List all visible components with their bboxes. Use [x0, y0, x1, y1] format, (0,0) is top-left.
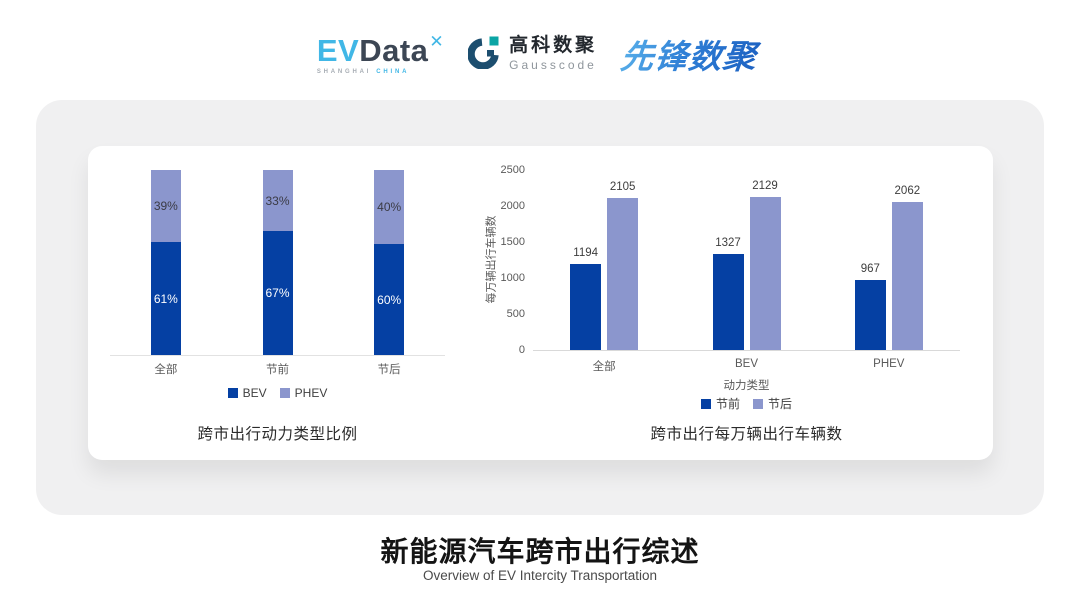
bar-节前 — [712, 254, 744, 350]
evdata-data-text: Data — [359, 33, 429, 68]
y-tick-label: 500 — [506, 308, 525, 320]
category-label: 全部 — [592, 361, 616, 373]
legend-item-BEV: BEV — [227, 386, 267, 400]
y-tick-label: 1500 — [500, 236, 525, 248]
evdata-tagline: SHANGHAI CHINA — [317, 69, 444, 75]
category-label: BEV — [734, 358, 758, 370]
evdata-tagline-china: CHINA — [376, 69, 410, 75]
legend-label: PHEV — [294, 386, 328, 400]
bar-节后 — [891, 202, 923, 350]
bar-节前 — [854, 280, 886, 350]
category-label: 全部 — [154, 364, 178, 376]
gausscode-logo: 高科数聚 Gausscode — [467, 35, 598, 74]
evdata-wordmark: EVData✕ — [317, 33, 444, 66]
phev-bar-segment: 33% — [262, 170, 293, 231]
y-tick-label: 1000 — [500, 272, 525, 284]
y-tick-label: 2000 — [500, 200, 525, 212]
gausscode-text: 高科数聚 Gausscode — [509, 35, 598, 72]
value-label: 2129 — [752, 180, 778, 192]
grouped-chart-legend: 节前 节后 — [533, 395, 960, 412]
legend-label: 节后 — [768, 397, 793, 411]
category-label: 节后 — [377, 364, 401, 376]
gausscode-cn-name: 高科数聚 — [509, 35, 598, 57]
legend-label: 节前 — [715, 397, 740, 411]
legend-swatch — [753, 398, 763, 409]
grouped-chart-categories: 全部 BEV PHEV — [533, 358, 960, 374]
bar-节后 — [749, 197, 781, 350]
phev-bar-segment: 39% — [150, 170, 181, 242]
evdata-logo: EVData✕ SHANGHAI CHINA — [317, 33, 444, 75]
value-label: 2062 — [894, 185, 921, 197]
gausscode-g-icon — [467, 35, 500, 74]
category-label: 节前 — [266, 364, 289, 376]
bar-节前 — [570, 264, 602, 350]
value-label: 2105 — [609, 181, 636, 193]
bar-节后 — [607, 198, 639, 350]
stacked-bar-plot: 39% 61% 33% 67% 40% 60% — [110, 170, 445, 356]
charts-panel: 39% 61% 33% 67% 40% 60% 全部 节前 节后 BEV PHEV 跨市出行动力… — [36, 100, 1044, 515]
value-label: 1194 — [573, 247, 599, 259]
value-label: 967 — [860, 263, 880, 275]
evdata-x-icon: ✕ — [429, 32, 445, 51]
stacked-chart-categories: 全部 节前 节后 — [110, 361, 445, 377]
legend-item-PHEV: PHEV — [279, 386, 328, 400]
bev-bar-segment: 60% — [374, 244, 405, 355]
charts-card: 39% 61% 33% 67% 40% 60% 全部 节前 节后 BEV PHEV 跨市出行动力… — [88, 146, 993, 460]
bev-bar-segment: 67% — [262, 231, 293, 355]
page-title: 新能源汽车跨市出行综述 — [380, 536, 700, 567]
y-tick-label: 2500 — [500, 164, 525, 176]
evdata-ev-text: EV — [316, 33, 360, 68]
stacked-chart-legend: BEV PHEV — [110, 386, 445, 400]
evdata-tagline-shanghai: SHANGHAI — [316, 69, 372, 75]
gausscode-en-name: Gausscode — [509, 57, 597, 72]
header-logos: EVData✕ SHANGHAI CHINA 高科数聚 Gausscode 先锋数… — [0, 24, 1080, 84]
chart-title-left: 跨市出行动力类型比例 — [197, 426, 358, 443]
chart-title-right: 跨市出行每万辆出行车辆数 — [650, 426, 843, 443]
category-label: PHEV — [873, 358, 905, 370]
y-tick-label: 0 — [518, 344, 525, 356]
grouped-bar-plot: 1194 2105 1327 2129 967 2062 — [533, 170, 960, 351]
legend-swatch — [700, 398, 711, 409]
legend-swatch — [227, 388, 238, 398]
bev-bar-segment: 61% — [150, 242, 181, 355]
page-subtitle: Overview of EV Intercity Transportation — [422, 568, 658, 583]
value-label: 1327 — [715, 237, 741, 249]
legend-swatch — [279, 388, 290, 398]
y-axis-ticks: 0 500 1000 1500 2000 2500 — [481, 164, 525, 356]
phev-bar-segment: 40% — [374, 170, 405, 244]
x-axis-label: 动力类型 — [723, 380, 770, 392]
legend-item-节后: 节后 — [753, 395, 792, 412]
legend-item-节前: 节前 — [700, 395, 740, 412]
pioneer-logo: 先锋数聚 — [619, 30, 766, 78]
legend-label: BEV — [242, 386, 267, 400]
